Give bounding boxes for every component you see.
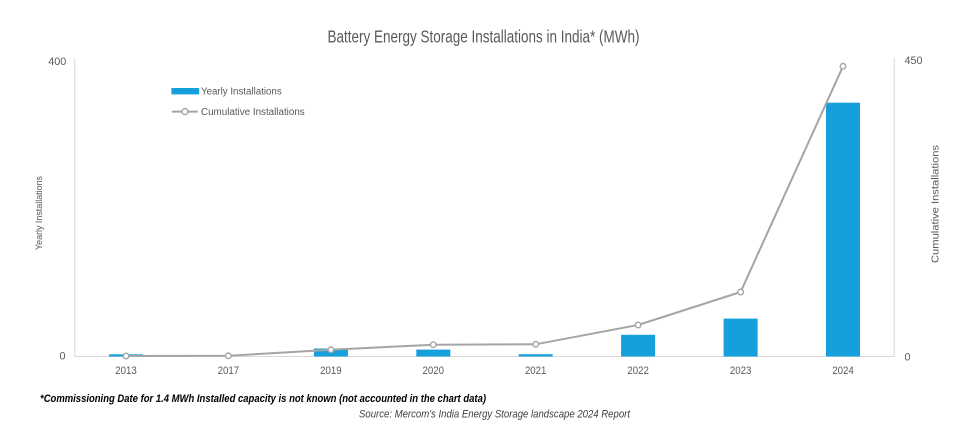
- svg-text:*Commissioning Date for 1.4 MW: *Commissioning Date for 1.4 MWh Installe…: [40, 393, 486, 405]
- svg-text:2024: 2024: [832, 365, 854, 377]
- svg-text:0: 0: [905, 352, 911, 364]
- svg-text:Yearly Installations: Yearly Installations: [34, 176, 44, 250]
- svg-text:Yearly Installations: Yearly Installations: [201, 87, 282, 98]
- svg-text:0: 0: [59, 351, 65, 363]
- svg-text:Cumulative Installations: Cumulative Installations: [931, 145, 942, 263]
- svg-text:2022: 2022: [627, 365, 649, 377]
- svg-text:2021: 2021: [525, 365, 547, 377]
- svg-text:2017: 2017: [218, 365, 240, 377]
- svg-text:400: 400: [48, 56, 66, 68]
- svg-text:450: 450: [905, 55, 923, 67]
- svg-text:2023: 2023: [730, 365, 752, 377]
- svg-text:2020: 2020: [423, 365, 445, 377]
- svg-text:2013: 2013: [115, 365, 137, 377]
- svg-text:2019: 2019: [320, 365, 342, 377]
- svg-text:Source: Mercom's India Energy: Source: Mercom's India Energy Storage la…: [359, 409, 631, 421]
- svg-text:Cumulative Installations: Cumulative Installations: [201, 107, 305, 118]
- svg-text:Battery Energy Storage Install: Battery Energy Storage Installations in …: [328, 26, 640, 46]
